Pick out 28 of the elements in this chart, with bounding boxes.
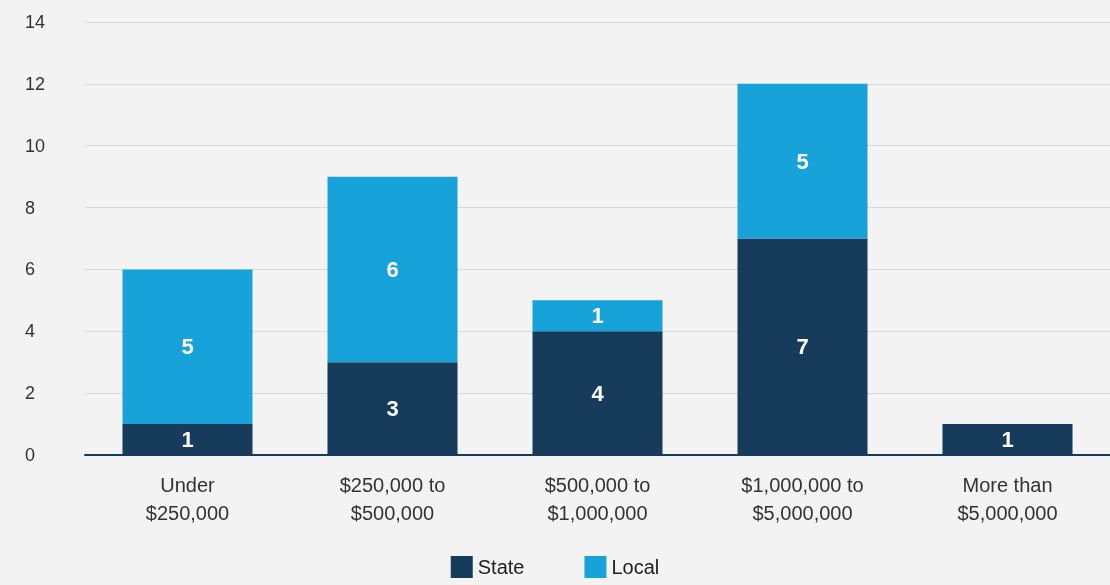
bar	[327, 176, 458, 363]
data-label: 1	[1001, 427, 1014, 453]
data-label: 1	[181, 427, 194, 453]
data-label: 3	[386, 396, 399, 422]
legend-label: Local	[611, 556, 660, 578]
bar	[737, 83, 868, 239]
x-tick-label: More than $5,000,000	[957, 474, 1058, 524]
data-label: 6	[386, 256, 399, 282]
y-tick-label: 2	[25, 383, 36, 404]
bar	[532, 300, 663, 332]
data-label: 4	[591, 380, 605, 406]
y-tick-label: 0	[25, 445, 36, 465]
bar	[122, 269, 253, 425]
x-tick-label: Under $250,000	[145, 474, 230, 524]
y-tick-label: 6	[25, 259, 36, 280]
legend-label: State	[477, 556, 525, 578]
x-tick-label: $1,000,000 to $5,000,000	[741, 474, 864, 524]
y-tick-label: 8	[25, 197, 36, 218]
data-label: 5	[796, 148, 809, 174]
data-label: 5	[181, 334, 194, 360]
y-tick-label: 14	[25, 12, 46, 32]
y-tick-label: 10	[25, 135, 46, 156]
x-tick-label: $500,000 to $1,000,000	[544, 474, 651, 524]
y-tick-label: 12	[25, 73, 46, 94]
x-tick-label: $250,000 to $500,000	[339, 474, 446, 524]
data-label: 7	[796, 334, 809, 360]
y-tick-label: 4	[25, 321, 36, 342]
data-label: 1	[591, 303, 604, 329]
